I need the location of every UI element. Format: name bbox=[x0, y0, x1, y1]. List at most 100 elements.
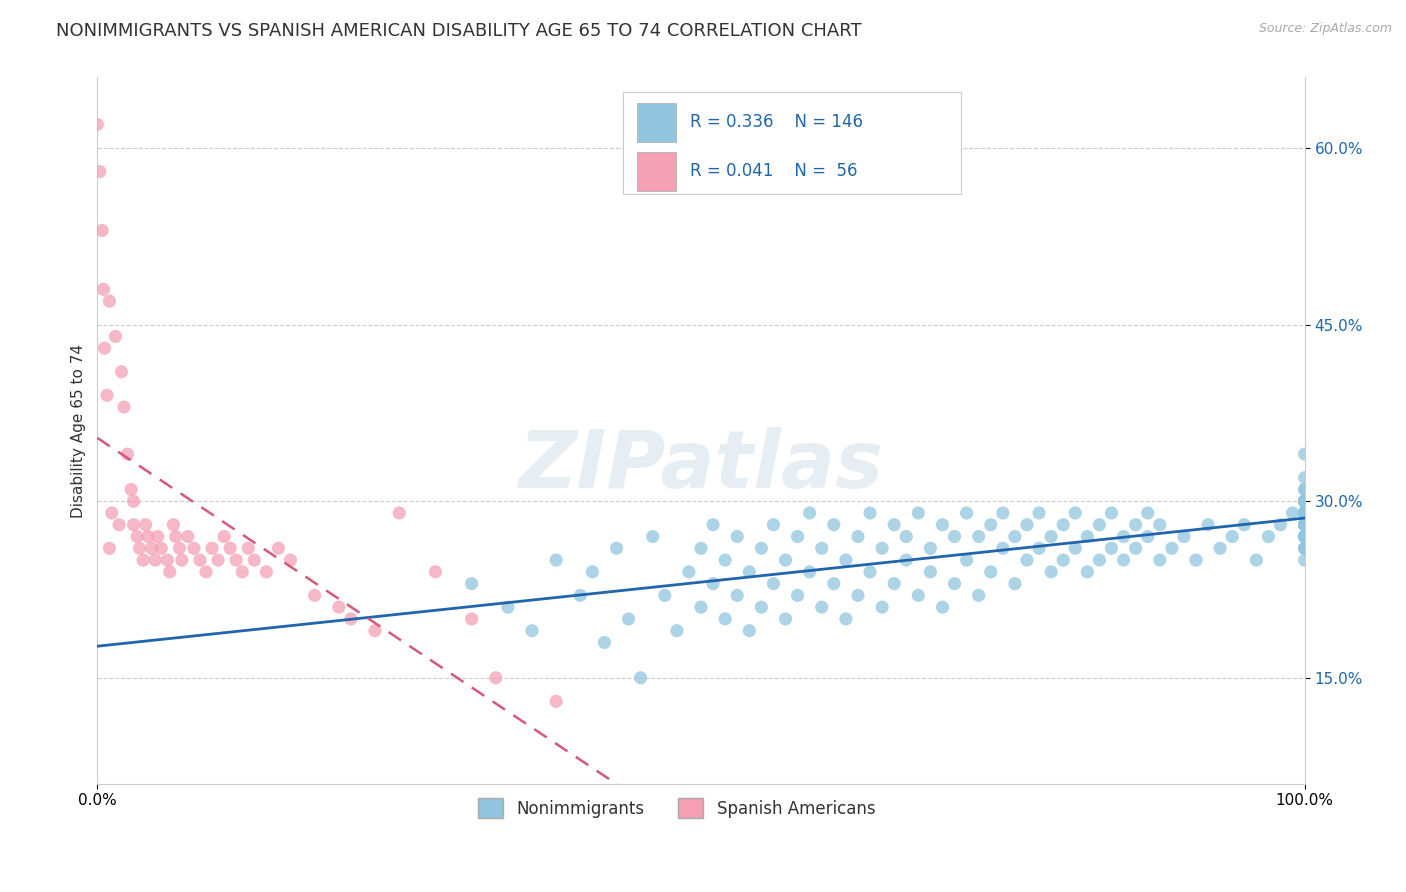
Point bbox=[1052, 553, 1074, 567]
Point bbox=[702, 517, 724, 532]
Point bbox=[1004, 576, 1026, 591]
Point bbox=[1040, 529, 1063, 543]
Point bbox=[159, 565, 181, 579]
Point bbox=[896, 553, 918, 567]
Point bbox=[1028, 506, 1050, 520]
Point bbox=[1294, 471, 1316, 485]
Point bbox=[1185, 553, 1208, 567]
Point bbox=[280, 553, 302, 567]
Point bbox=[1125, 541, 1147, 556]
Point bbox=[1220, 529, 1243, 543]
Point bbox=[1294, 529, 1316, 543]
Point bbox=[120, 483, 142, 497]
Text: Source: ZipAtlas.com: Source: ZipAtlas.com bbox=[1258, 22, 1392, 36]
Point bbox=[340, 612, 363, 626]
Point bbox=[690, 600, 713, 615]
Point bbox=[546, 553, 568, 567]
Point bbox=[569, 588, 592, 602]
Point bbox=[89, 164, 111, 178]
Point bbox=[1294, 517, 1316, 532]
Point bbox=[1294, 517, 1316, 532]
Text: R = 0.041    N =  56: R = 0.041 N = 56 bbox=[690, 162, 858, 180]
Point bbox=[920, 541, 942, 556]
Point bbox=[593, 635, 616, 649]
Point bbox=[725, 529, 748, 543]
Point bbox=[738, 624, 761, 638]
Point bbox=[520, 624, 543, 638]
Point bbox=[388, 506, 411, 520]
Point bbox=[751, 541, 773, 556]
Point bbox=[883, 576, 905, 591]
Point bbox=[1294, 483, 1316, 497]
Point bbox=[943, 529, 966, 543]
Point bbox=[219, 541, 242, 556]
Point bbox=[485, 671, 508, 685]
Point bbox=[1101, 506, 1123, 520]
Point bbox=[1294, 529, 1316, 543]
Point bbox=[1294, 447, 1316, 461]
Point bbox=[98, 294, 121, 309]
Point bbox=[967, 588, 990, 602]
Point bbox=[1004, 529, 1026, 543]
Point bbox=[201, 541, 224, 556]
Point bbox=[835, 553, 858, 567]
Point bbox=[955, 553, 977, 567]
Point bbox=[1052, 517, 1074, 532]
Point bbox=[823, 517, 845, 532]
Point bbox=[907, 588, 929, 602]
Point bbox=[775, 612, 797, 626]
Point bbox=[1294, 494, 1316, 508]
Point bbox=[762, 517, 785, 532]
Point bbox=[955, 506, 977, 520]
Point bbox=[1294, 483, 1316, 497]
Point bbox=[254, 565, 277, 579]
Point bbox=[630, 671, 652, 685]
Point bbox=[1294, 494, 1316, 508]
Point bbox=[702, 576, 724, 591]
Point bbox=[122, 517, 145, 532]
Point bbox=[146, 529, 169, 543]
Point bbox=[907, 506, 929, 520]
Point bbox=[1294, 494, 1316, 508]
Point bbox=[98, 541, 121, 556]
Point bbox=[1294, 494, 1316, 508]
Point bbox=[775, 553, 797, 567]
Point bbox=[810, 541, 832, 556]
Point bbox=[1294, 517, 1316, 532]
Point bbox=[725, 588, 748, 602]
Point bbox=[132, 553, 155, 567]
Point bbox=[1257, 529, 1279, 543]
Point bbox=[786, 588, 808, 602]
Point bbox=[1294, 517, 1316, 532]
Point bbox=[991, 506, 1014, 520]
Point bbox=[931, 517, 953, 532]
Point bbox=[1076, 565, 1098, 579]
Point bbox=[1173, 529, 1195, 543]
Point bbox=[751, 600, 773, 615]
Point bbox=[738, 565, 761, 579]
Point bbox=[1294, 506, 1316, 520]
Point bbox=[425, 565, 447, 579]
Point bbox=[1270, 517, 1292, 532]
Point bbox=[117, 447, 139, 461]
Point bbox=[690, 541, 713, 556]
Point bbox=[1136, 529, 1159, 543]
Point bbox=[267, 541, 290, 556]
Point bbox=[108, 517, 131, 532]
Point bbox=[665, 624, 688, 638]
Point bbox=[980, 517, 1002, 532]
Point bbox=[195, 565, 218, 579]
Point bbox=[1149, 553, 1171, 567]
Point bbox=[1294, 517, 1316, 532]
FancyBboxPatch shape bbox=[637, 103, 676, 142]
Point bbox=[762, 576, 785, 591]
Point bbox=[1294, 529, 1316, 543]
Point bbox=[128, 541, 150, 556]
Point bbox=[1125, 517, 1147, 532]
Point bbox=[846, 588, 869, 602]
Point bbox=[581, 565, 603, 579]
Point bbox=[678, 565, 700, 579]
Point bbox=[1015, 553, 1038, 567]
Point bbox=[135, 517, 157, 532]
Point bbox=[110, 365, 132, 379]
